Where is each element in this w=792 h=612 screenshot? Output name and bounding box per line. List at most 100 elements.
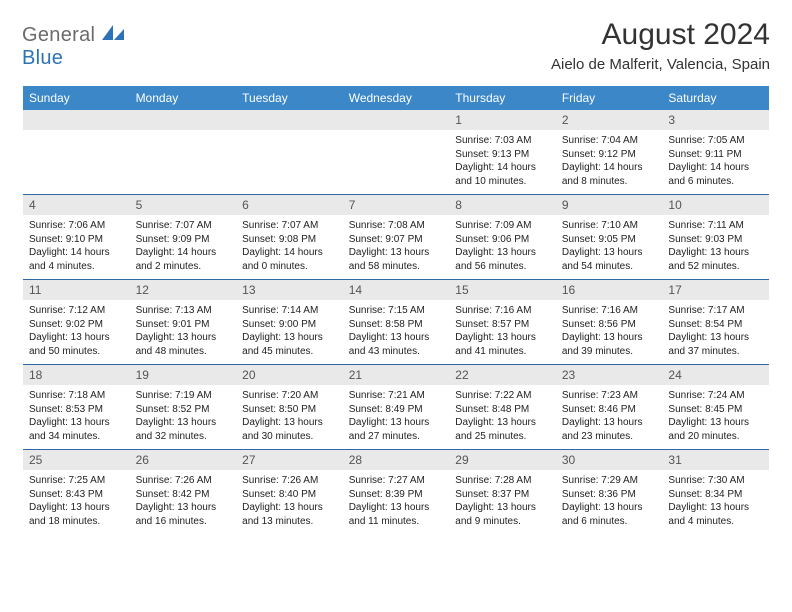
day-cell: 21Sunrise: 7:21 AMSunset: 8:49 PMDayligh… [343, 365, 450, 449]
day-number-band: 25 [23, 450, 130, 470]
day-number-band: 14 [343, 280, 450, 300]
day-content: Sunrise: 7:26 AMSunset: 8:42 PMDaylight:… [130, 470, 237, 534]
day-cell: 20Sunrise: 7:20 AMSunset: 8:50 PMDayligh… [236, 365, 343, 449]
daylight-line: Daylight: 14 hours and 4 minutes. [29, 246, 124, 273]
sunrise-line: Sunrise: 7:04 AM [562, 134, 657, 148]
day-number-band: 8 [449, 195, 556, 215]
daylight-line: Daylight: 13 hours and 16 minutes. [136, 501, 231, 528]
daylight-line: Daylight: 13 hours and 43 minutes. [349, 331, 444, 358]
day-number-band: 19 [130, 365, 237, 385]
daylight-line: Daylight: 14 hours and 0 minutes. [242, 246, 337, 273]
sunrise-line: Sunrise: 7:07 AM [136, 219, 231, 233]
day-content: Sunrise: 7:20 AMSunset: 8:50 PMDaylight:… [236, 385, 343, 449]
sunset-line: Sunset: 8:39 PM [349, 488, 444, 502]
sunrise-line: Sunrise: 7:13 AM [136, 304, 231, 318]
day-cell: 11Sunrise: 7:12 AMSunset: 9:02 PMDayligh… [23, 280, 130, 364]
sunrise-line: Sunrise: 7:27 AM [349, 474, 444, 488]
sunset-line: Sunset: 9:09 PM [136, 233, 231, 247]
day-content: Sunrise: 7:29 AMSunset: 8:36 PMDaylight:… [556, 470, 663, 534]
day-content: Sunrise: 7:07 AMSunset: 9:08 PMDaylight:… [236, 215, 343, 279]
sunrise-line: Sunrise: 7:08 AM [349, 219, 444, 233]
day-content: Sunrise: 7:06 AMSunset: 9:10 PMDaylight:… [23, 215, 130, 279]
sunset-line: Sunset: 9:02 PM [29, 318, 124, 332]
logo-text: General Blue [22, 24, 124, 70]
day-cell: 14Sunrise: 7:15 AMSunset: 8:58 PMDayligh… [343, 280, 450, 364]
day-number-band: 31 [662, 450, 769, 470]
day-cell [343, 110, 450, 194]
daylight-line: Daylight: 13 hours and 41 minutes. [455, 331, 550, 358]
daylight-line: Daylight: 13 hours and 20 minutes. [668, 416, 763, 443]
sunset-line: Sunset: 8:42 PM [136, 488, 231, 502]
day-number-band: 17 [662, 280, 769, 300]
day-cell: 2Sunrise: 7:04 AMSunset: 9:12 PMDaylight… [556, 110, 663, 194]
day-number-band [23, 110, 130, 130]
sunrise-line: Sunrise: 7:30 AM [668, 474, 763, 488]
sunset-line: Sunset: 9:12 PM [562, 148, 657, 162]
day-number-band: 5 [130, 195, 237, 215]
day-number-band: 27 [236, 450, 343, 470]
day-cell: 26Sunrise: 7:26 AMSunset: 8:42 PMDayligh… [130, 450, 237, 534]
day-number-band: 28 [343, 450, 450, 470]
day-content: Sunrise: 7:18 AMSunset: 8:53 PMDaylight:… [23, 385, 130, 449]
day-cell: 9Sunrise: 7:10 AMSunset: 9:05 PMDaylight… [556, 195, 663, 279]
logo-text-blue: Blue [22, 47, 63, 69]
day-content: Sunrise: 7:03 AMSunset: 9:13 PMDaylight:… [449, 130, 556, 194]
page-header: General Blue August 2024 Aielo de Malfer… [22, 18, 770, 73]
sunset-line: Sunset: 8:52 PM [136, 403, 231, 417]
dow-tuesday: Tuesday [236, 86, 343, 110]
day-number-band [343, 110, 450, 130]
week-row: 4Sunrise: 7:06 AMSunset: 9:10 PMDaylight… [23, 194, 769, 279]
day-number-band: 13 [236, 280, 343, 300]
day-content: Sunrise: 7:28 AMSunset: 8:37 PMDaylight:… [449, 470, 556, 534]
day-content: Sunrise: 7:17 AMSunset: 8:54 PMDaylight:… [662, 300, 769, 364]
sunset-line: Sunset: 8:57 PM [455, 318, 550, 332]
sunset-line: Sunset: 8:50 PM [242, 403, 337, 417]
day-cell: 7Sunrise: 7:08 AMSunset: 9:07 PMDaylight… [343, 195, 450, 279]
sunset-line: Sunset: 8:40 PM [242, 488, 337, 502]
week-row: 11Sunrise: 7:12 AMSunset: 9:02 PMDayligh… [23, 279, 769, 364]
day-number-band: 24 [662, 365, 769, 385]
day-content: Sunrise: 7:23 AMSunset: 8:46 PMDaylight:… [556, 385, 663, 449]
sunrise-line: Sunrise: 7:26 AM [136, 474, 231, 488]
sunrise-line: Sunrise: 7:29 AM [562, 474, 657, 488]
location-subtitle: Aielo de Malferit, Valencia, Spain [551, 56, 770, 73]
sunrise-line: Sunrise: 7:22 AM [455, 389, 550, 403]
sunset-line: Sunset: 8:46 PM [562, 403, 657, 417]
day-number-band: 2 [556, 110, 663, 130]
sunrise-line: Sunrise: 7:07 AM [242, 219, 337, 233]
day-content: Sunrise: 7:16 AMSunset: 8:56 PMDaylight:… [556, 300, 663, 364]
day-number-band [130, 110, 237, 130]
day-cell [23, 110, 130, 194]
day-cell: 13Sunrise: 7:14 AMSunset: 9:00 PMDayligh… [236, 280, 343, 364]
week-row: 18Sunrise: 7:18 AMSunset: 8:53 PMDayligh… [23, 364, 769, 449]
sunset-line: Sunset: 9:11 PM [668, 148, 763, 162]
day-content: Sunrise: 7:16 AMSunset: 8:57 PMDaylight:… [449, 300, 556, 364]
sunrise-line: Sunrise: 7:18 AM [29, 389, 124, 403]
day-number-band: 7 [343, 195, 450, 215]
day-number-band: 16 [556, 280, 663, 300]
day-content: Sunrise: 7:22 AMSunset: 8:48 PMDaylight:… [449, 385, 556, 449]
day-cell: 6Sunrise: 7:07 AMSunset: 9:08 PMDaylight… [236, 195, 343, 279]
sunset-line: Sunset: 9:01 PM [136, 318, 231, 332]
day-cell: 12Sunrise: 7:13 AMSunset: 9:01 PMDayligh… [130, 280, 237, 364]
daylight-line: Daylight: 13 hours and 27 minutes. [349, 416, 444, 443]
day-cell: 10Sunrise: 7:11 AMSunset: 9:03 PMDayligh… [662, 195, 769, 279]
sunset-line: Sunset: 8:58 PM [349, 318, 444, 332]
month-title: August 2024 [551, 18, 770, 52]
sunset-line: Sunset: 8:48 PM [455, 403, 550, 417]
daylight-line: Daylight: 13 hours and 18 minutes. [29, 501, 124, 528]
sunset-line: Sunset: 8:34 PM [668, 488, 763, 502]
dow-saturday: Saturday [662, 86, 769, 110]
daylight-line: Daylight: 13 hours and 34 minutes. [29, 416, 124, 443]
day-cell: 17Sunrise: 7:17 AMSunset: 8:54 PMDayligh… [662, 280, 769, 364]
sunrise-line: Sunrise: 7:06 AM [29, 219, 124, 233]
sunrise-line: Sunrise: 7:17 AM [668, 304, 763, 318]
sunrise-line: Sunrise: 7:26 AM [242, 474, 337, 488]
daylight-line: Daylight: 13 hours and 9 minutes. [455, 501, 550, 528]
sunrise-line: Sunrise: 7:05 AM [668, 134, 763, 148]
day-content: Sunrise: 7:19 AMSunset: 8:52 PMDaylight:… [130, 385, 237, 449]
sunset-line: Sunset: 9:03 PM [668, 233, 763, 247]
daylight-line: Daylight: 13 hours and 23 minutes. [562, 416, 657, 443]
logo-text-general: General [22, 24, 95, 46]
daylight-line: Daylight: 13 hours and 39 minutes. [562, 331, 657, 358]
